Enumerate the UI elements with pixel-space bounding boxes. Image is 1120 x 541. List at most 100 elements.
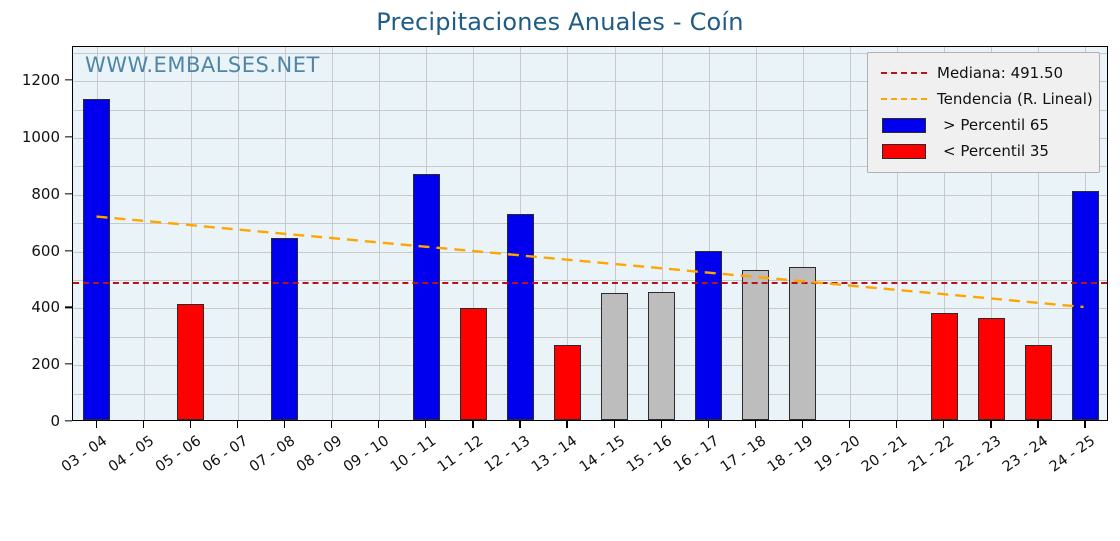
x-tick-mark <box>472 421 474 428</box>
bar[interactable] <box>648 291 676 420</box>
chart-legend: Mediana: 491.50 Tendencia (R. Lineal) > … <box>867 52 1100 173</box>
bar[interactable] <box>930 312 958 420</box>
x-tick-mark <box>566 421 568 428</box>
gridline-h <box>73 393 1107 395</box>
gridline-v <box>567 47 569 420</box>
x-tick-mark <box>425 421 427 428</box>
gridline-v <box>850 47 851 420</box>
y-tick-label: 600 <box>31 241 60 260</box>
x-tick-mark <box>1084 421 1086 428</box>
chart-title: Precipitaciones Anuales - Coín <box>376 8 744 36</box>
gridline-v <box>802 47 804 420</box>
x-tick-mark <box>519 421 521 428</box>
gridline-v <box>897 47 899 420</box>
bar[interactable] <box>601 292 628 420</box>
red-patch-icon <box>877 143 931 159</box>
legend-label-median: Mediana: 491.50 <box>937 64 1064 82</box>
gridline-v <box>332 47 333 420</box>
x-tick-mark <box>142 421 144 428</box>
gridline-h <box>73 308 1107 310</box>
gridline-v <box>473 47 475 420</box>
bar[interactable] <box>742 270 770 420</box>
trend-line <box>96 215 1084 309</box>
gridline-h <box>73 109 1107 111</box>
horizontal-gridlines <box>73 47 1107 420</box>
y-tick-label: 1000 <box>21 127 60 146</box>
x-tick-mark <box>660 421 662 428</box>
bar[interactable] <box>1072 191 1099 420</box>
y-tick-label: 200 <box>31 355 60 374</box>
x-tick-mark <box>801 421 804 428</box>
median-reference-line <box>73 282 1107 285</box>
y-tick-mark <box>65 79 72 81</box>
y-tick-mark <box>65 136 72 138</box>
bar[interactable] <box>271 238 299 420</box>
legend-label-p35: < Percentil 35 <box>943 142 1049 160</box>
x-tick-mark <box>707 421 710 428</box>
x-tick-mark <box>95 421 97 428</box>
gridline-v <box>755 47 757 420</box>
x-tick-mark <box>896 421 898 428</box>
gridline-h <box>73 52 1107 54</box>
x-tick-mark <box>613 421 615 428</box>
gridline-v <box>379 47 381 420</box>
x-tick-mark <box>754 421 757 428</box>
x-tick-mark <box>990 421 992 428</box>
gridline-v <box>1038 47 1040 420</box>
y-tick-mark <box>65 363 72 365</box>
gridline-h <box>73 194 1107 196</box>
legend-label-trend: Tendencia (R. Lineal) <box>937 90 1093 108</box>
x-tick-mark <box>331 421 333 428</box>
gridline-v <box>708 47 710 420</box>
gridline-h <box>73 137 1107 139</box>
bar[interactable] <box>412 174 440 420</box>
gridline-v <box>237 47 239 420</box>
x-tick-mark <box>236 421 239 428</box>
gridline-h <box>73 166 1107 168</box>
precipitation-chart: Precipitaciones Anuales - Coín WWW.EMBAL… <box>0 8 1108 500</box>
bar[interactable] <box>977 317 1005 420</box>
legend-item-median: Mediana: 491.50 <box>877 60 1090 86</box>
y-tick-label: 1200 <box>21 71 60 90</box>
y-tick-mark <box>65 420 72 422</box>
y-tick-label: 400 <box>31 298 60 317</box>
y-axis: 0 200 400 600 800 1000 1200 <box>0 46 72 430</box>
y-tick-label: 800 <box>31 184 60 203</box>
gridline-v <box>661 47 663 420</box>
x-tick-mark <box>849 421 851 428</box>
y-tick-label: 0 <box>50 412 60 430</box>
gridline-h <box>73 223 1107 225</box>
gridline-v <box>944 47 946 420</box>
bar[interactable] <box>789 267 817 420</box>
bar[interactable] <box>554 344 581 420</box>
x-tick-mark <box>189 421 192 428</box>
watermark-label: WWW.EMBALSES.NET <box>85 53 320 77</box>
x-tick-mark <box>943 421 945 428</box>
median-dash-icon <box>877 72 931 74</box>
gridline-h <box>73 336 1107 338</box>
x-axis: 03 - 04 04 - 05 05 - 06 06 - 07 07 - 08 08 - … <box>58 421 1108 500</box>
x-tick-mark <box>378 421 380 428</box>
y-tick-mark <box>65 193 72 195</box>
bar[interactable] <box>177 303 205 420</box>
gridline-h <box>73 279 1107 281</box>
x-tick-mark <box>283 421 286 428</box>
bar[interactable] <box>83 98 110 420</box>
gridline-h <box>73 81 1107 83</box>
legend-label-p65: > Percentil 65 <box>943 116 1049 134</box>
gridline-v <box>614 47 616 420</box>
legend-item-p65: > Percentil 65 <box>877 112 1090 138</box>
gridline-v <box>143 47 145 420</box>
bar[interactable] <box>506 214 534 420</box>
legend-item-p35: < Percentil 35 <box>877 138 1090 164</box>
bar[interactable] <box>695 250 723 420</box>
bar[interactable] <box>459 307 487 420</box>
gridline-h <box>73 251 1107 253</box>
legend-item-trend: Tendencia (R. Lineal) <box>877 86 1093 112</box>
bar[interactable] <box>1024 344 1052 420</box>
gridline-v <box>190 47 192 420</box>
y-tick-mark <box>65 306 72 309</box>
gridline-h <box>73 365 1107 367</box>
x-tick-mark <box>1037 421 1039 428</box>
y-tick-mark <box>65 249 72 252</box>
